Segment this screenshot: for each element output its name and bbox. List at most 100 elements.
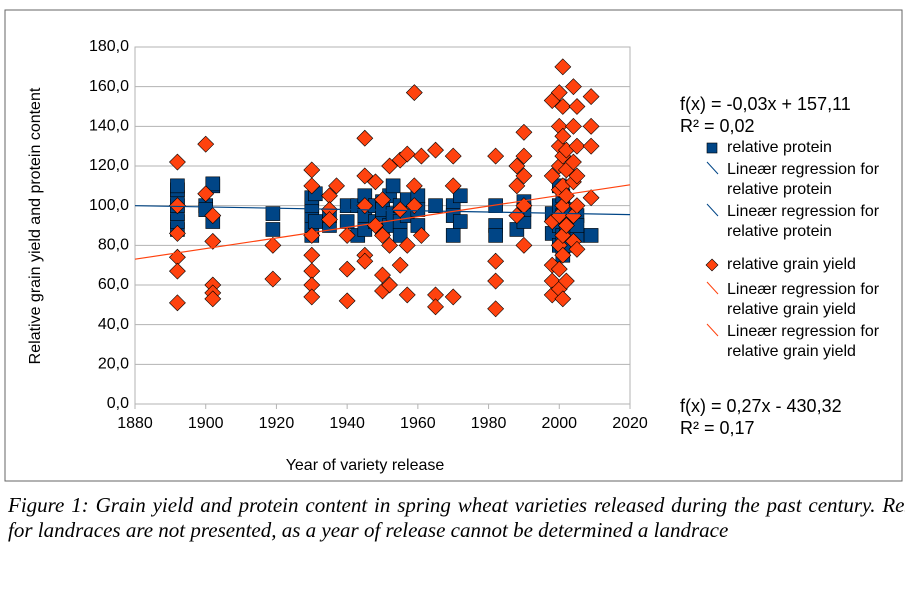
point (568, 167, 586, 185)
point (550, 84, 568, 102)
point (303, 177, 321, 195)
y-tick-label: 120,0 (89, 157, 129, 174)
point (452, 188, 468, 204)
trend-line (134, 184, 631, 260)
x-tick-label: 1960 (400, 415, 436, 432)
point (412, 226, 430, 244)
x-tick-label: 2020 (612, 415, 648, 432)
legend-swatch (706, 142, 718, 154)
point (391, 201, 409, 219)
point (381, 276, 398, 294)
legend-label: Lineær regression for relative grain yie… (727, 281, 880, 318)
point (374, 191, 391, 209)
point (356, 129, 374, 147)
point (554, 246, 572, 264)
point (565, 78, 582, 96)
point (554, 290, 572, 308)
legend-label: Lineær regression for relative grain yie… (727, 323, 880, 360)
point (508, 157, 526, 175)
point (264, 236, 282, 254)
point (169, 153, 186, 171)
point (367, 173, 384, 191)
point (565, 153, 582, 171)
point (554, 98, 572, 115)
y-tick-label: 40,0 (98, 316, 129, 333)
equation: R² = 0,17 (680, 418, 755, 438)
caption: Figure 1: Grain yield and protein conten… (8, 493, 905, 542)
point (565, 117, 582, 135)
point (427, 298, 444, 316)
point (303, 288, 321, 306)
series (169, 58, 600, 318)
trend-line (134, 205, 631, 216)
point (321, 211, 338, 228)
point (264, 270, 282, 288)
point (303, 226, 321, 244)
point (398, 286, 416, 304)
point (405, 177, 423, 195)
point (488, 228, 503, 243)
point (444, 288, 462, 306)
point (197, 185, 215, 203)
x-tick-label: 2000 (541, 415, 577, 432)
legend-swatch (706, 323, 719, 337)
point (385, 178, 401, 194)
point (515, 167, 533, 185)
y-tick-label: 60,0 (98, 276, 129, 293)
point (169, 262, 186, 280)
point (204, 207, 222, 225)
point (568, 98, 586, 115)
point (487, 300, 505, 318)
y-tick-label: 20,0 (98, 356, 129, 373)
point (554, 58, 572, 76)
point (169, 197, 186, 215)
point (338, 226, 356, 244)
frame (4, 9, 903, 482)
y-tick-label: 100,0 (89, 197, 129, 214)
equation: f(x) = -0,03x + 157,11 (680, 94, 851, 114)
caption-box: Figure 1: Grain yield and protein conten… (0, 493, 905, 596)
point (265, 206, 281, 221)
point (308, 214, 323, 229)
point (170, 178, 185, 194)
point (543, 167, 561, 185)
legend-swatch (706, 203, 719, 217)
y-axis-title: Relative grain yield and protein content (27, 87, 44, 364)
legend-label: Lineær regression for relative protein (727, 203, 880, 240)
point (487, 252, 505, 270)
legend-swatch (706, 161, 719, 175)
point (204, 290, 222, 308)
point (356, 252, 374, 270)
y-tick-label: 140,0 (89, 118, 129, 135)
y-tick-label: 160,0 (89, 78, 129, 95)
point (444, 177, 462, 195)
point (405, 84, 423, 102)
point (338, 292, 356, 310)
equation: f(x) = 0,27x - 430,32 (680, 396, 842, 416)
point (557, 272, 575, 290)
point (568, 137, 586, 155)
point (398, 236, 416, 254)
x-tick-label: 1920 (259, 415, 295, 432)
point (398, 145, 416, 163)
y-tick-label: 80,0 (98, 237, 129, 254)
point (568, 240, 586, 258)
point (374, 226, 391, 244)
x-tick-label: 1900 (188, 415, 224, 432)
point (582, 88, 600, 106)
point (452, 214, 468, 229)
point (391, 256, 409, 274)
point (381, 236, 398, 254)
x-axis-title: Year of variety release (286, 457, 445, 474)
point (550, 260, 568, 278)
point (392, 228, 408, 243)
point (338, 260, 356, 278)
x-tick-label: 1980 (471, 415, 507, 432)
point (582, 137, 600, 155)
legend-swatch (706, 281, 719, 295)
point (582, 189, 600, 207)
point (197, 135, 215, 153)
point (265, 222, 281, 237)
